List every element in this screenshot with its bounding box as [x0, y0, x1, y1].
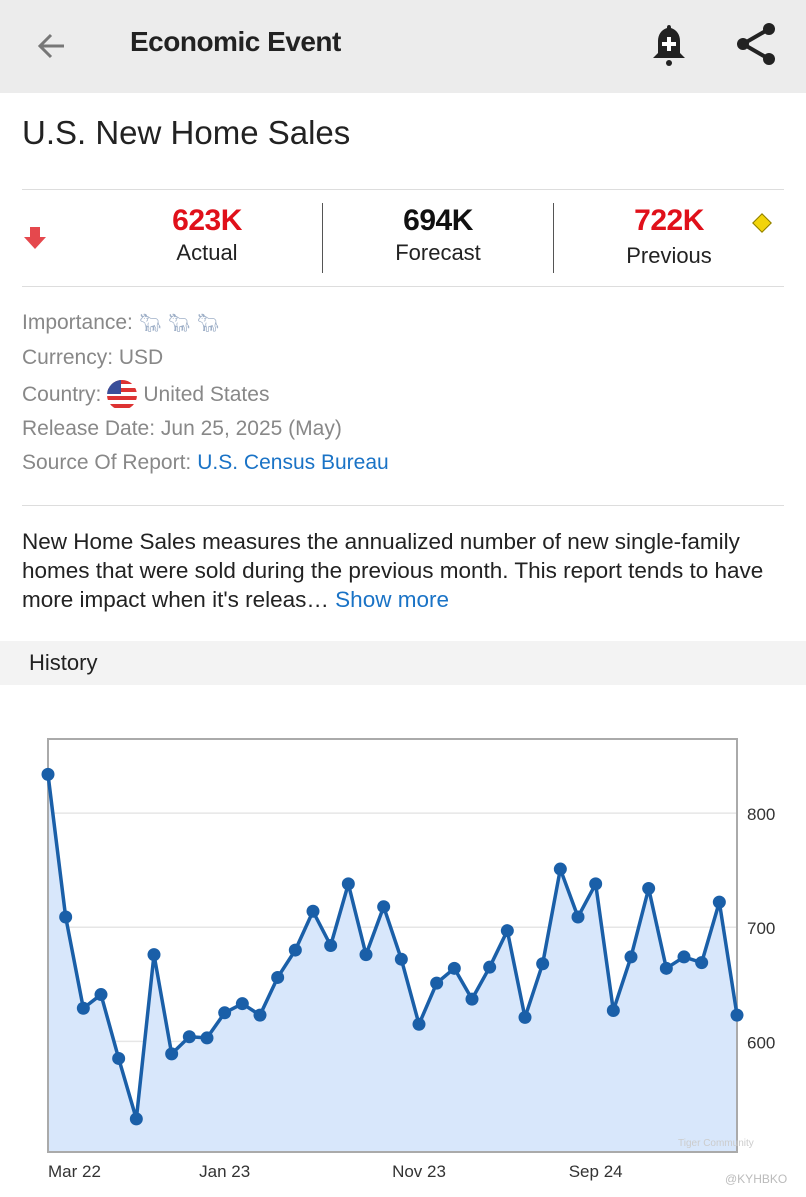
app-bar: Economic Event — [0, 0, 806, 93]
actual-value: 623K — [172, 204, 242, 237]
data-point — [94, 988, 108, 1002]
divider — [22, 505, 784, 506]
show-more-link[interactable]: Show more — [335, 587, 449, 612]
data-point — [659, 961, 673, 975]
data-point — [447, 961, 461, 975]
data-point — [112, 1051, 126, 1065]
history-title: History — [29, 650, 98, 675]
data-point — [624, 950, 638, 964]
previous-value: 722K — [634, 204, 704, 237]
data-point — [359, 948, 373, 962]
description-text: New Home Sales measures the annualized n… — [22, 529, 764, 612]
share-icon[interactable] — [734, 22, 778, 66]
data-point — [76, 1001, 90, 1015]
forecast-stat: 694K Forecast — [323, 204, 553, 266]
area-fill — [48, 774, 737, 1152]
data-point — [306, 904, 320, 918]
data-point — [430, 976, 444, 990]
currency-row: Currency: USD — [22, 346, 164, 369]
arrow-down-icon — [24, 227, 46, 249]
x-tick-label: Jan 23 — [199, 1162, 250, 1181]
history-header: History — [0, 641, 806, 685]
data-point — [129, 1112, 143, 1126]
bell-plus-icon[interactable] — [648, 22, 690, 68]
data-point — [712, 895, 726, 909]
bull-icon: 🐂︎ — [167, 312, 191, 333]
divider — [553, 203, 554, 273]
divider — [22, 189, 784, 190]
y-tick-label: 600 — [747, 1033, 775, 1052]
data-point — [253, 1008, 267, 1022]
arrow-left-icon[interactable] — [32, 26, 72, 66]
event-title: U.S. New Home Sales — [22, 114, 351, 151]
divider — [322, 203, 323, 273]
data-point — [518, 1010, 532, 1024]
data-point — [642, 881, 656, 895]
data-point — [41, 767, 55, 781]
description: New Home Sales measures the annualized n… — [22, 527, 792, 614]
y-tick-label: 700 — [747, 919, 775, 938]
country-label: Country: — [22, 383, 102, 406]
data-point — [288, 943, 302, 957]
data-point — [341, 877, 355, 891]
forecast-label: Forecast — [395, 240, 481, 265]
actual-stat: 623K Actual — [92, 204, 322, 266]
data-point — [553, 862, 567, 876]
us-flag-icon — [107, 380, 138, 410]
data-point — [571, 910, 585, 924]
data-point — [483, 960, 497, 974]
source-label: Source Of Report: — [22, 451, 192, 474]
watermark-brand: Tiger Community — [678, 1138, 754, 1149]
divider — [22, 286, 784, 287]
x-tick-label: Sep 24 — [569, 1162, 623, 1181]
watermark-handle: @KYHBKO — [725, 1172, 788, 1186]
previous-stat: 722K Previous — [554, 204, 784, 269]
actual-label: Actual — [176, 240, 238, 265]
data-point — [271, 970, 285, 984]
series-line — [46, 774, 739, 1121]
plot-frame — [47, 738, 738, 1153]
release-date-row: Release Date: Jun 25, 2025 (May) — [22, 417, 342, 440]
data-point — [500, 924, 514, 938]
importance-label: Importance: — [22, 311, 133, 334]
data-point — [218, 1006, 232, 1020]
data-point — [59, 910, 73, 924]
data-point — [147, 948, 161, 962]
importance-row: Importance: 🐂︎ 🐂︎ 🐂︎ — [22, 311, 219, 335]
bull-icon: 🐂︎ — [196, 312, 220, 333]
data-point — [377, 900, 391, 914]
data-point — [182, 1030, 196, 1044]
x-tick-label: Mar 22 — [48, 1162, 101, 1181]
data-point — [677, 950, 691, 964]
data-point — [465, 992, 479, 1006]
data-point — [200, 1031, 214, 1045]
data-point — [695, 956, 709, 970]
data-point — [165, 1047, 179, 1061]
history-chart: 600 700 800 Mar 22 Jan 23 Nov 23 Sep 24 — [41, 738, 775, 1181]
data-point — [324, 939, 338, 952]
data-point — [394, 952, 408, 966]
data-point — [589, 877, 603, 891]
bull-icon: 🐂︎ — [138, 312, 162, 333]
forecast-value: 694K — [403, 204, 473, 237]
previous-label: Previous — [626, 243, 712, 268]
data-point — [730, 1008, 744, 1022]
y-tick-label: 800 — [747, 805, 775, 824]
country-row: Country: United States — [22, 380, 269, 410]
source-row: Source Of Report: U.S. Census Bureau — [22, 451, 389, 475]
data-point — [412, 1017, 426, 1031]
country-value: United States — [143, 383, 270, 406]
source-link[interactable]: U.S. Census Bureau — [197, 451, 389, 474]
data-point — [235, 997, 249, 1011]
app-title: Economic Event — [130, 26, 341, 57]
data-point — [606, 1004, 620, 1018]
data-point — [536, 957, 550, 971]
x-tick-label: Nov 23 — [392, 1162, 446, 1181]
